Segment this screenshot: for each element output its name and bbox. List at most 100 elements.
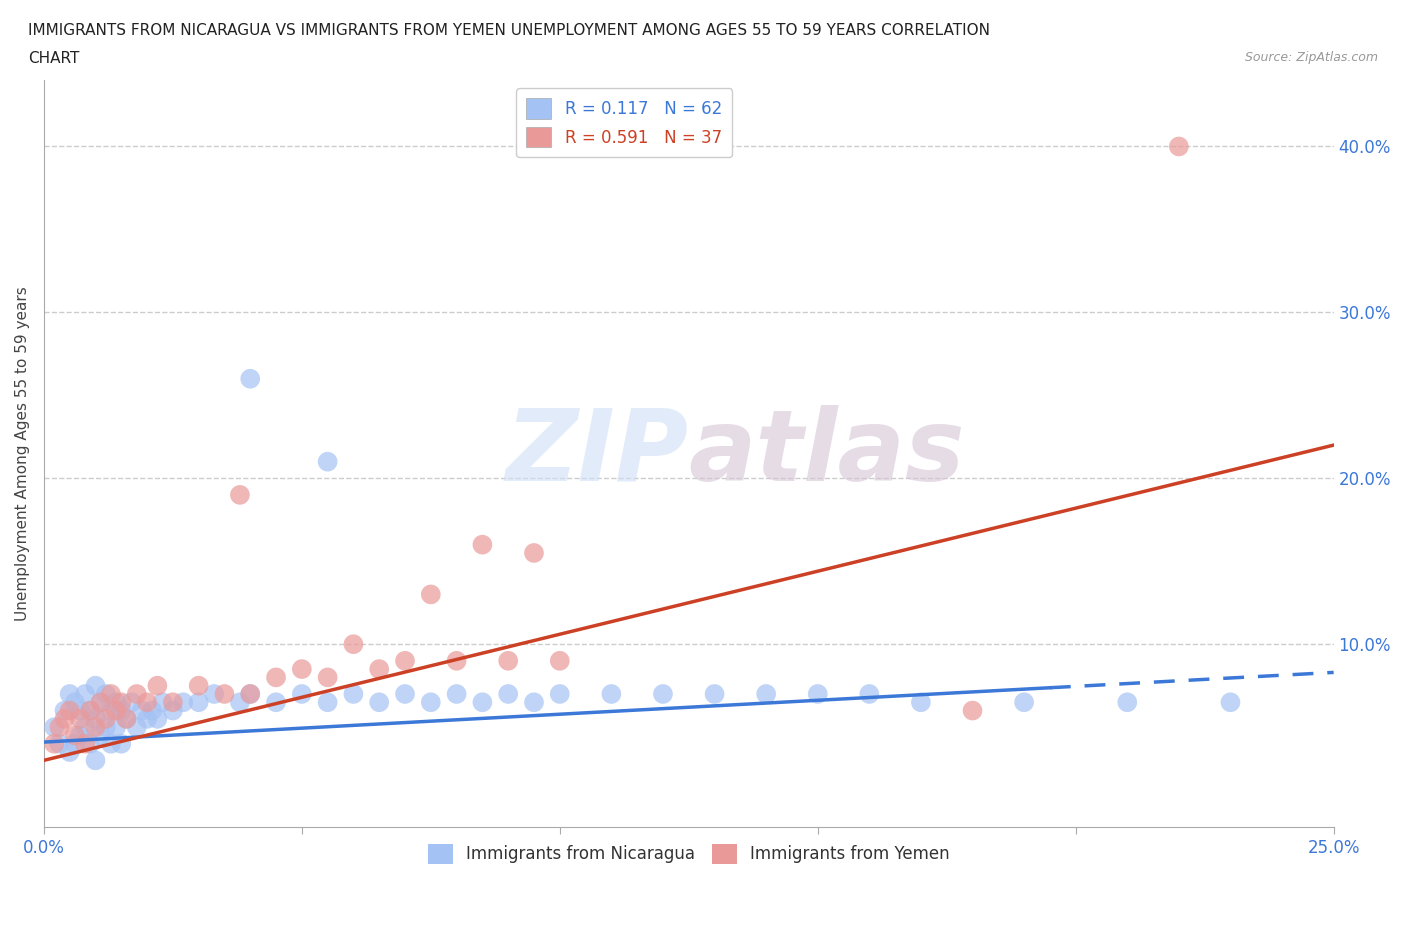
Point [90,728,112,743]
Point [105,695,128,710]
Point [239,371,262,386]
Point [125,686,148,701]
Point [48,720,70,735]
Point [1012,695,1035,710]
Y-axis label: Unemployment Among Ages 55 to 59 years: Unemployment Among Ages 55 to 59 years [15,286,30,621]
Point [858,686,880,701]
Point [44,737,66,751]
Point [394,686,416,701]
Point [75,737,97,751]
Point [291,686,314,701]
Point [1219,695,1241,710]
Point [316,670,339,684]
Point [75,720,97,735]
Legend: Immigrants from Nicaragua, Immigrants from Yemen: Immigrants from Nicaragua, Immigrants fr… [422,837,956,870]
Point [1116,695,1139,710]
Point [59,745,82,760]
Point [146,678,169,693]
Point [94,711,117,726]
Text: IMMIGRANTS FROM NICARAGUA VS IMMIGRANTS FROM YEMEN UNEMPLOYMENT AMONG AGES 55 TO: IMMIGRANTS FROM NICARAGUA VS IMMIGRANTS … [28,23,990,38]
Point [1167,139,1189,153]
Point [471,538,494,552]
Point [44,720,66,735]
Point [471,695,494,710]
Point [125,720,148,735]
Point [548,654,571,669]
Text: ZIP: ZIP [506,405,689,502]
Point [48,737,70,751]
Point [136,711,159,726]
Point [84,711,107,726]
Point [342,637,364,652]
Point [100,703,122,718]
Point [105,720,128,735]
Point [446,654,468,669]
Point [264,695,287,710]
Point [94,686,117,701]
Point [703,686,725,701]
Point [115,711,138,726]
Point [652,686,675,701]
Point [110,703,132,718]
Point [105,703,128,718]
Point [962,703,984,718]
Point [75,686,97,701]
Point [755,686,778,701]
Point [84,753,107,768]
Point [187,678,209,693]
Point [239,686,262,701]
Point [79,703,101,718]
Point [187,695,209,710]
Point [53,703,76,718]
Point [419,695,441,710]
Point [910,695,932,710]
Point [548,686,571,701]
Point [446,686,468,701]
Point [94,720,117,735]
Point [214,686,236,701]
Point [229,695,252,710]
Point [600,686,623,701]
Point [394,654,416,669]
Point [368,695,391,710]
Text: atlas: atlas [689,405,966,502]
Point [84,678,107,693]
Point [368,661,391,676]
Point [90,695,112,710]
Point [239,686,262,701]
Point [69,711,91,726]
Text: CHART: CHART [28,51,80,66]
Point [59,703,82,718]
Point [342,686,364,701]
Point [162,695,184,710]
Point [63,728,86,743]
Point [63,695,86,710]
Point [291,661,314,676]
Point [110,737,132,751]
Point [69,703,91,718]
Point [100,737,122,751]
Point [152,695,174,710]
Point [136,695,159,710]
Point [496,686,519,701]
Point [63,737,86,751]
Point [316,454,339,469]
Point [316,695,339,710]
Point [496,654,519,669]
Text: Source: ZipAtlas.com: Source: ZipAtlas.com [1244,51,1378,64]
Point [110,695,132,710]
Point [79,737,101,751]
Point [115,711,138,726]
Point [264,670,287,684]
Point [162,703,184,718]
Point [419,587,441,602]
Point [523,695,546,710]
Point [523,546,546,561]
Point [807,686,830,701]
Point [79,703,101,718]
Point [59,686,82,701]
Point [141,703,163,718]
Point [90,695,112,710]
Point [172,695,194,710]
Point [69,728,91,743]
